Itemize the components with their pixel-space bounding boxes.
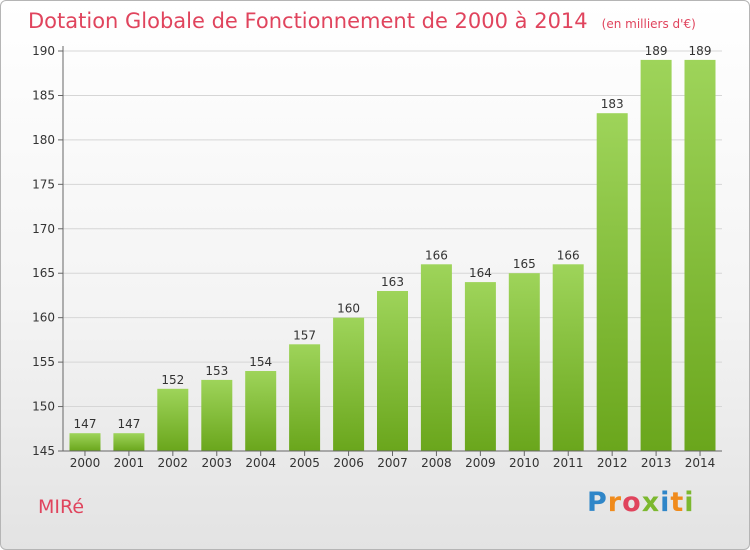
subtitle-text: (en milliers d'€) — [601, 17, 696, 31]
logo-letter: i — [684, 487, 695, 518]
commune-name: MIRé — [38, 496, 85, 518]
logo-letter: x — [641, 487, 661, 518]
data-label-2012: 183 — [601, 97, 624, 111]
data-label-2009: 164 — [469, 266, 492, 280]
bar-2006 — [333, 317, 365, 451]
data-label-2003: 153 — [205, 364, 228, 378]
x-tick-label-2004: 2004 — [245, 456, 276, 470]
y-tick-label: 170 — [32, 222, 55, 236]
data-label-2002: 152 — [161, 373, 184, 387]
data-label-2004: 154 — [249, 355, 272, 369]
y-tick-label: 190 — [32, 44, 55, 58]
logo-letter: P — [587, 487, 608, 518]
logo-letter: o — [622, 487, 642, 518]
x-tick-label-2010: 2010 — [509, 456, 540, 470]
x-tick-label-2000: 2000 — [70, 456, 101, 470]
bar-2012 — [596, 113, 628, 451]
bar-2007 — [377, 291, 408, 451]
y-tick-label: 150 — [32, 400, 55, 414]
y-tick-label: 165 — [32, 266, 55, 280]
logo-letter: r — [607, 487, 623, 518]
data-label-2001: 147 — [117, 417, 140, 431]
bar-2008 — [420, 264, 452, 451]
proxiti-logo[interactable]: Proxiti — [587, 487, 695, 518]
x-tick-label-2014: 2014 — [685, 456, 716, 470]
x-tick-label-2012: 2012 — [597, 456, 628, 470]
x-tick-label-2002: 2002 — [158, 456, 189, 470]
bar-2009 — [464, 282, 496, 451]
y-tick-label: 180 — [32, 133, 55, 147]
title-text: Dotation Globale de Fonctionnement de 20… — [28, 9, 588, 33]
data-label-2011: 166 — [557, 248, 580, 262]
bar-2000 — [69, 433, 101, 451]
logo-letter: i — [660, 487, 671, 518]
x-tick-label-2005: 2005 — [289, 456, 320, 470]
bar-2001 — [113, 433, 145, 451]
y-tick-label: 155 — [32, 355, 55, 369]
data-label-2010: 165 — [513, 257, 536, 271]
logo-letter: t — [670, 487, 685, 518]
chart-title: Dotation Globale de Fonctionnement de 20… — [28, 9, 696, 33]
x-tick-label-2009: 2009 — [465, 456, 496, 470]
bar-2003 — [201, 379, 233, 451]
data-label-2013: 189 — [645, 44, 668, 58]
data-label-2008: 166 — [425, 248, 448, 262]
bar-2005 — [289, 344, 321, 451]
x-tick-label-2013: 2013 — [641, 456, 672, 470]
y-tick-label: 175 — [32, 177, 55, 191]
x-tick-label-2003: 2003 — [202, 456, 233, 470]
bar-2010 — [508, 273, 540, 451]
y-tick-label: 185 — [32, 88, 55, 102]
axes: 145 150 155 160 165 170 175 180 185 190 2000 2001 20… — [32, 44, 722, 470]
bar-2011 — [552, 264, 584, 451]
bar-2002 — [157, 388, 189, 451]
x-tick-label-2007: 2007 — [377, 456, 408, 470]
data-label-2014: 189 — [689, 44, 712, 58]
bar-2013 — [640, 59, 672, 452]
data-labels: 147 147 152 153 154 157 160 163 166 164 165 166 183 1… — [74, 44, 712, 431]
bar-2014 — [684, 59, 716, 452]
y-tick-label: 145 — [32, 444, 55, 458]
y-tick-label: 160 — [32, 311, 55, 325]
bars — [69, 59, 716, 452]
bar-2004 — [245, 371, 277, 451]
data-label-2005: 157 — [293, 328, 316, 342]
x-tick-label-2001: 2001 — [114, 456, 145, 470]
x-tick-label-2006: 2006 — [333, 456, 364, 470]
data-label-2006: 160 — [337, 302, 360, 316]
x-tick-label-2011: 2011 — [553, 456, 584, 470]
data-label-2000: 147 — [74, 417, 97, 431]
x-tick-label-2008: 2008 — [421, 456, 452, 470]
data-label-2007: 163 — [381, 275, 404, 289]
